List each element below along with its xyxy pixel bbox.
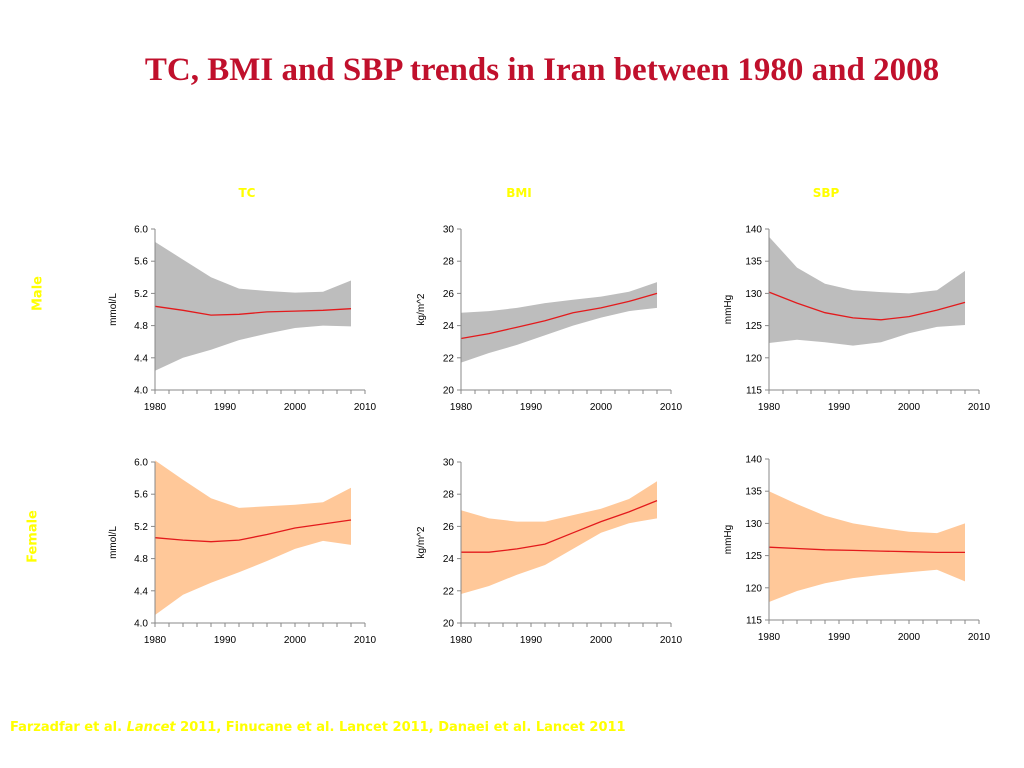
male-bmi-y-tick-label: 30 (443, 225, 455, 236)
female-bmi-x-tick-label: 1990 (520, 635, 543, 646)
male-sbp-y-tick-label: 135 (745, 257, 762, 268)
female-bmi-x-tick-label: 1980 (450, 635, 473, 646)
male-bmi-x-tick-label: 2000 (590, 402, 613, 413)
female-bmi-y-tick-label: 30 (443, 458, 455, 469)
male-bmi-x-tick-label: 1980 (450, 402, 473, 413)
male-bmi-x-tick-label: 1990 (520, 402, 543, 413)
female-tc-x-tick-label: 2000 (284, 635, 307, 646)
citation: Farzadfar et al. Lancet 2011, Finucane e… (10, 720, 626, 735)
male-sbp-uncertainty-band (769, 236, 965, 346)
male-tc-trend-line (154, 305, 352, 316)
female-tc-y-tick-label: 6.0 (134, 458, 148, 469)
male-tc-x-tick-label: 1990 (214, 402, 237, 413)
male-bmi-y-tick-label: 28 (443, 257, 455, 268)
female-bmi-y-tick-label: 22 (443, 586, 455, 597)
female-sbp-y-tick-label: 125 (745, 551, 762, 562)
female-sbp-y-tick-label: 140 (745, 455, 762, 466)
column-header-sbp: SBP (812, 186, 840, 200)
female-sbp-x-tick-label: 1990 (828, 632, 851, 643)
female-bmi-x-tick-label: 2010 (660, 635, 683, 646)
male-bmi-uncertainty-band (461, 282, 657, 363)
male-sbp-y-axis-label: mmHg (723, 295, 734, 324)
male-bmi-y-axis-label: kg/m^2 (416, 293, 427, 325)
male-tc-y-tick-label: 6.0 (134, 225, 148, 236)
female-sbp-y-tick-label: 135 (745, 487, 762, 498)
male-sbp-y-tick-label: 140 (745, 225, 762, 236)
female-bmi-y-tick-label: 24 (443, 554, 455, 565)
male-sbp-x-tick-label: 1980 (758, 402, 781, 413)
male-bmi-y-tick-label: 26 (443, 289, 455, 300)
male-sbp-x-tick-label: 1990 (828, 402, 851, 413)
male-bmi-y-tick-label: 22 (443, 353, 455, 364)
male-sbp-y-tick-label: 130 (745, 289, 762, 300)
male-tc-y-tick-label: 4.4 (134, 353, 148, 364)
female-tc-x-tick-label: 1980 (144, 635, 167, 646)
male-bmi-y-tick-label: 20 (443, 386, 455, 397)
female-tc-x-tick-label: 2010 (354, 635, 377, 646)
female-bmi-y-tick-label: 26 (443, 522, 455, 533)
female-sbp-x-tick-label: 1980 (758, 632, 781, 643)
female-sbp-y-tick-label: 130 (745, 519, 762, 530)
female-tc-y-tick-label: 5.6 (134, 490, 148, 501)
female-sbp-y-tick-label: 120 (745, 583, 762, 594)
male-tc-y-tick-label: 5.2 (134, 289, 148, 300)
male-tc-uncertainty-band (155, 241, 351, 371)
female-tc-y-tick-label: 4.4 (134, 586, 148, 597)
male-tc-x-tick-label: 2000 (284, 402, 307, 413)
male-bmi-y-tick-label: 24 (443, 321, 455, 332)
female-sbp-x-tick-label: 2010 (968, 632, 991, 643)
female-sbp-y-axis-label: mmHg (723, 525, 734, 554)
female-tc-y-tick-label: 4.8 (134, 554, 148, 565)
female-tc-trend-line (154, 519, 352, 543)
female-sbp-x-tick-label: 2000 (898, 632, 921, 643)
male-sbp-y-tick-label: 120 (745, 353, 762, 364)
female-bmi-trend-line (461, 499, 658, 553)
female-tc-y-tick-label: 4.0 (134, 619, 148, 630)
citation-part1: Farzadfar et al. (10, 720, 127, 735)
column-header-bmi: BMI (506, 186, 532, 200)
male-sbp-y-tick-label: 115 (746, 386, 762, 397)
male-sbp-trend-line (768, 291, 966, 321)
female-sbp-trend-line (768, 546, 965, 554)
female-bmi-uncertainty-band (461, 481, 657, 594)
male-sbp-x-tick-label: 2010 (968, 402, 991, 413)
male-tc-y-axis-label: mmol/L (108, 293, 119, 326)
female-bmi-y-axis-label: kg/m^2 (416, 526, 427, 558)
male-tc-y-tick-label: 4.0 (134, 386, 148, 397)
page-title: TC, BMI and SBP trends in Iran between 1… (144, 52, 940, 88)
male-tc-x-tick-label: 1980 (144, 402, 167, 413)
female-tc-y-tick-label: 5.2 (134, 522, 148, 533)
male-tc-x-tick-label: 2010 (354, 402, 377, 413)
citation-part2: 2011, Finucane et al. Lancet 2011, Danae… (175, 720, 626, 735)
citation-journal: Lancet (126, 720, 176, 735)
male-tc-y-tick-label: 4.8 (134, 321, 148, 332)
male-bmi-trend-line (460, 292, 658, 340)
male-bmi-x-tick-label: 2010 (660, 402, 683, 413)
female-bmi-y-tick-label: 20 (443, 619, 455, 630)
female-sbp-y-tick-label: 115 (746, 616, 762, 627)
female-tc-y-axis-label: mmol/L (108, 526, 119, 559)
column-header-tc: TC (238, 186, 256, 200)
male-sbp-y-tick-label: 125 (745, 321, 762, 332)
male-tc-y-tick-label: 5.6 (134, 257, 148, 268)
female-tc-x-tick-label: 1990 (214, 635, 237, 646)
female-bmi-y-tick-label: 28 (443, 490, 455, 501)
male-sbp-x-tick-label: 2000 (898, 402, 921, 413)
female-bmi-x-tick-label: 2000 (590, 635, 613, 646)
female-sbp-uncertainty-band (769, 491, 965, 602)
